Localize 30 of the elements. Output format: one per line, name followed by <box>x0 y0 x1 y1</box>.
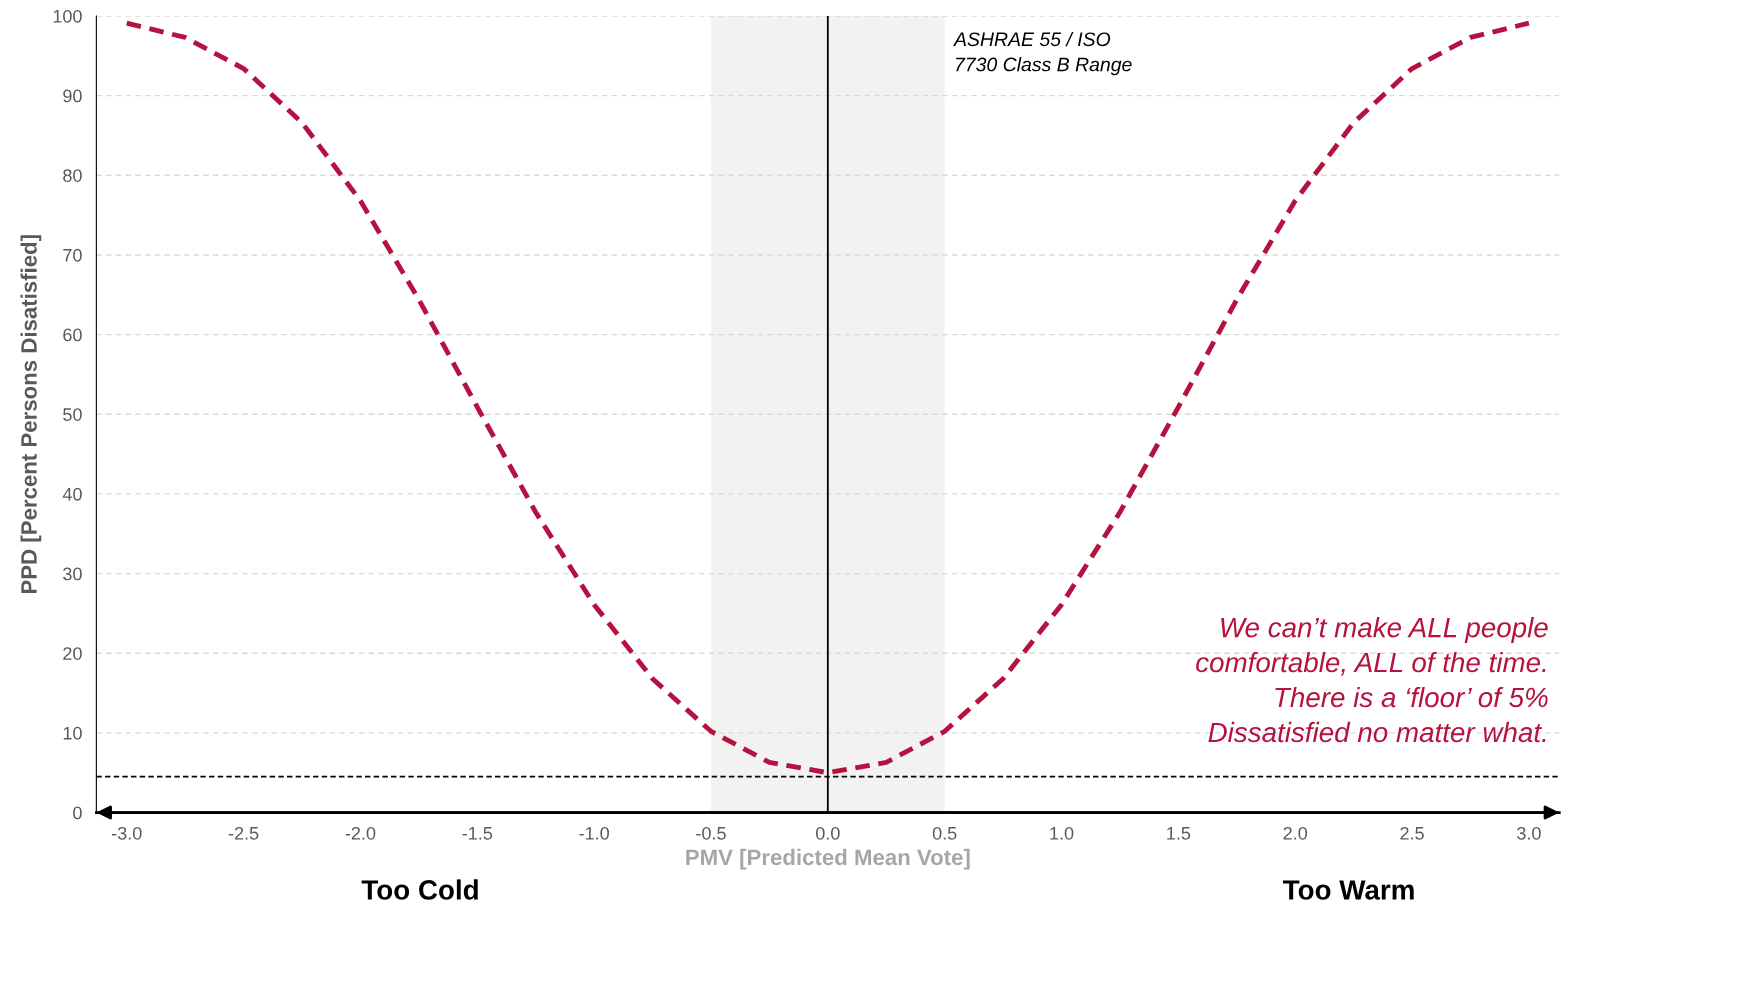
x-axis-title: PMV [Predicted Mean Vote] <box>686 848 970 870</box>
y-axis-title: PPD [Percent Persons Disatisfied] <box>20 235 42 594</box>
y-tick-label: 0 <box>73 806 82 820</box>
x-tick-label: 1.0 <box>1050 826 1074 840</box>
y-tick-label: 50 <box>63 408 82 421</box>
x-tick-label: 0.5 <box>932 826 957 840</box>
y-tick-label: 60 <box>63 328 82 342</box>
x-tick-label: 0.0 <box>815 826 840 840</box>
x-tick-label: -1.0 <box>579 826 609 840</box>
x-tick-label: -2.5 <box>228 826 259 840</box>
text: Too Cold <box>361 879 478 900</box>
y-tick-label: 80 <box>63 169 82 182</box>
x-tick-label: 1.5 <box>1167 827 1191 840</box>
x-tick-label: 2.5 <box>1400 826 1424 840</box>
y-tick-label: 10 <box>63 726 82 740</box>
x-tick-label: -1.5 <box>462 827 493 840</box>
y-tick-label: 30 <box>63 567 82 581</box>
y-tick-label: 90 <box>63 89 82 103</box>
annotation: We can’t make ALL people comfortable, ALL of the time. There is a ‘floor’ of 5% Dissatisfied no matter what. <box>1196 617 1548 743</box>
y-tick-label: 100 <box>53 9 82 23</box>
y-tick-label: 20 <box>63 647 82 660</box>
y-tick-label: 40 <box>62 487 82 501</box>
x-tick-label: 3.0 <box>1517 826 1541 840</box>
x-tick-label: -2.0 <box>345 826 376 840</box>
x-tick-label: -3.0 <box>111 826 142 840</box>
y-tick-label: 70 <box>63 248 82 262</box>
x-tick-label: 2.0 <box>1283 826 1308 840</box>
text: Too Warm <box>1283 880 1414 900</box>
x-tick-label: -0.5 <box>696 826 726 840</box>
band-label: ASHRAE 55 / ISO 7730 Class B Range <box>953 31 1132 76</box>
